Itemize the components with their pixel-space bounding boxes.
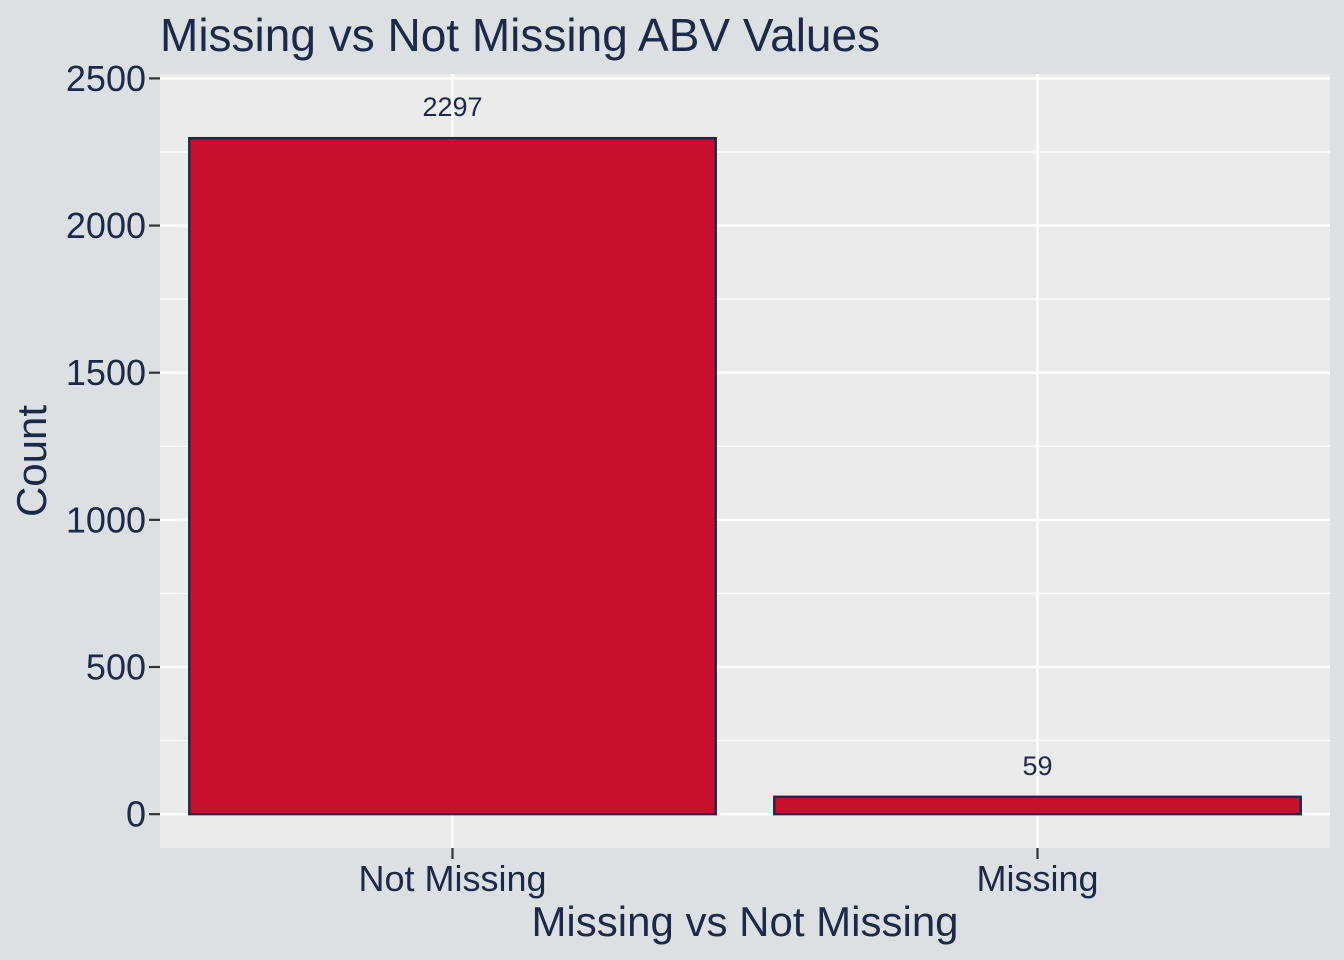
x-axis-title: Missing vs Not Missing <box>531 898 958 945</box>
x-tick-label: Not Missing <box>358 858 546 899</box>
y-axis: 0 500 1000 1500 2000 2500 <box>66 58 160 835</box>
data-labels: 2297 59 <box>422 92 1052 781</box>
y-tick-label: 500 <box>86 647 146 688</box>
y-axis-title: Count <box>8 405 55 517</box>
data-label: 59 <box>1022 751 1052 781</box>
y-tick-label: 2000 <box>66 205 146 246</box>
x-tick-label: Missing <box>976 858 1098 899</box>
bars <box>188 136 1302 816</box>
x-axis: Not Missing Missing <box>358 848 1099 899</box>
y-tick-label: 1500 <box>66 352 146 393</box>
chart-title: Missing vs Not Missing ABV Values <box>160 9 880 61</box>
y-tick-label: 2500 <box>66 58 146 99</box>
bar-missing <box>773 795 1302 816</box>
y-tick-label: 0 <box>126 794 146 835</box>
bar-not-missing <box>188 136 717 816</box>
data-label: 2297 <box>422 92 482 122</box>
y-tick-label: 1000 <box>66 499 146 540</box>
